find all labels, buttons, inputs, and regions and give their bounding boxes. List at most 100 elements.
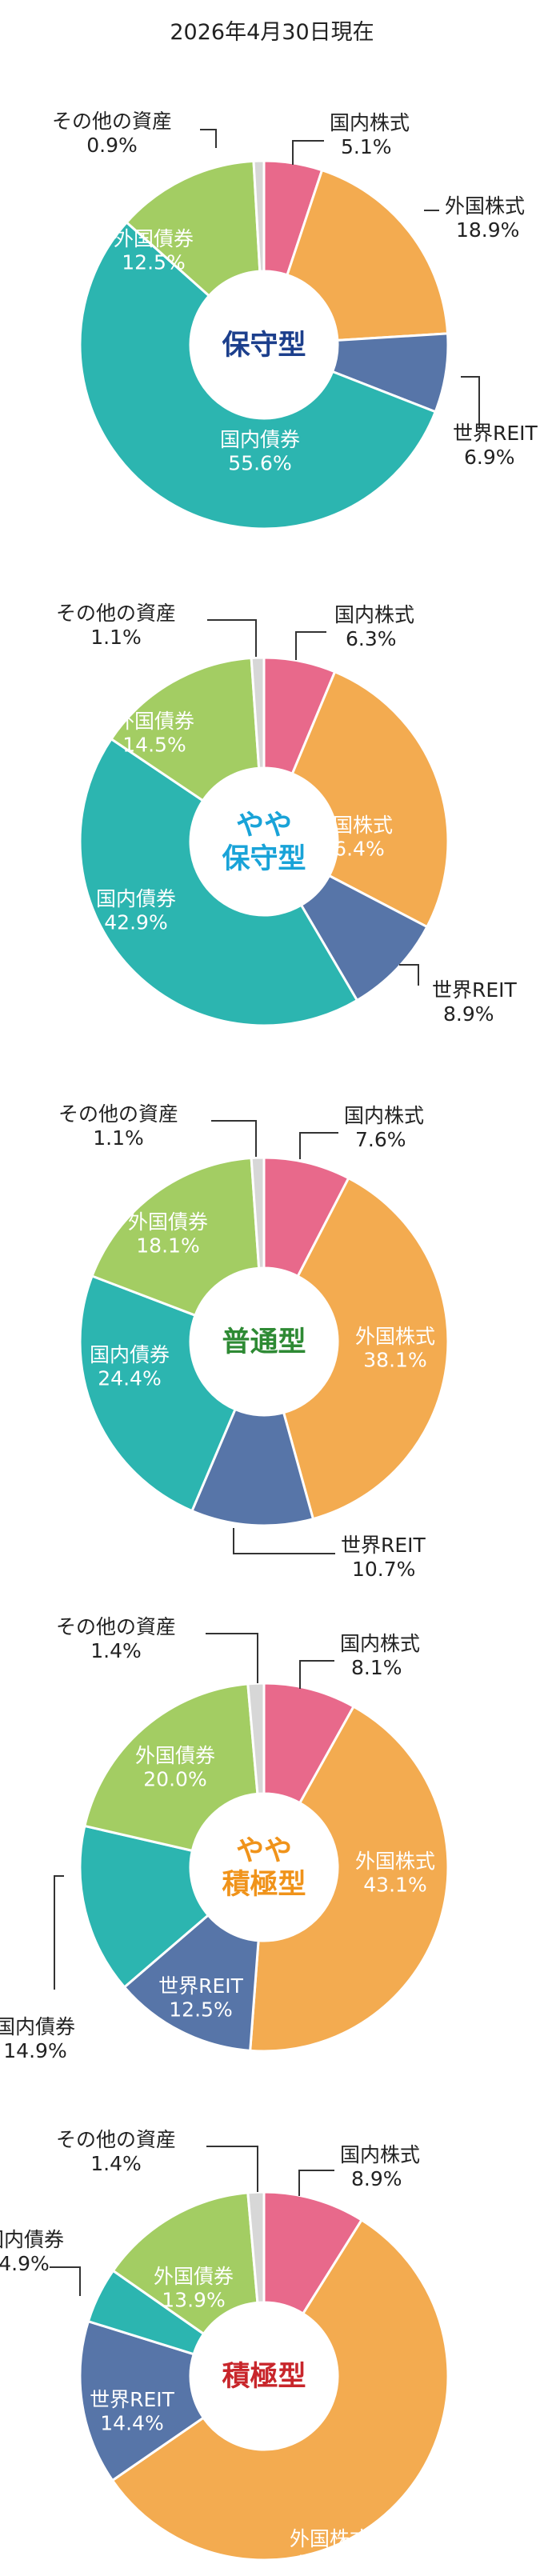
slice-foreign-stock	[111, 2218, 450, 2562]
label-foreign-stock-name: 外国株式	[355, 1850, 435, 1873]
leader-line-global-reit	[399, 964, 419, 986]
label-domestic-stock-value: 8.1%	[351, 1656, 402, 1679]
leader-line-other-assets	[206, 2146, 258, 2192]
label-domestic-stock: 国内株式 7.6%	[344, 1104, 424, 1151]
label-foreign-stock: 外国株式 18.9%	[445, 194, 525, 242]
slice-global-reit	[123, 1914, 260, 2052]
label-global-reit: 世界REIT 6.9%	[453, 422, 538, 469]
label-foreign-bond-value: 12.5%	[122, 251, 185, 274]
label-foreign-stock-value: 56.5%	[298, 2551, 361, 2574]
label-domestic-bond-value: 4.9%	[0, 2252, 50, 2275]
slice-foreign-bond	[90, 1157, 261, 1317]
slice-other-assets	[250, 656, 266, 770]
label-other-assets-name: その他の資産	[56, 2128, 176, 2151]
center-label-line: 保守型	[222, 330, 306, 362]
label-domestic-bond: 国内債券 14.9%	[0, 2015, 75, 2062]
slice-foreign-bond	[83, 1682, 259, 1852]
label-domestic-bond: 国内債券 42.9%	[96, 887, 176, 934]
label-domestic-stock: 国内株式 5.1%	[330, 111, 410, 158]
label-global-reit: 世界REIT 8.9%	[432, 978, 518, 1026]
slice-domestic-bond	[78, 1274, 237, 1513]
label-other-assets: その他の資産 1.1%	[58, 1102, 178, 1150]
label-foreign-bond-name: 外国債券	[114, 710, 194, 733]
slice-foreign-bond	[111, 2191, 259, 2335]
label-foreign-bond: 外国債券 13.9%	[154, 2265, 234, 2312]
slice-foreign-bond	[125, 159, 262, 298]
label-foreign-bond-value: 13.9%	[162, 2289, 225, 2312]
label-foreign-stock: 外国株式 38.1%	[355, 1325, 435, 1372]
label-domestic-bond-name: 国内債券	[0, 2228, 64, 2251]
label-domestic-stock: 国内株式 8.9%	[340, 2143, 420, 2190]
label-foreign-stock: 外国株式 56.5%	[290, 2527, 370, 2574]
center-label: やや積極型	[222, 1835, 306, 1901]
label-foreign-bond: 外国債券 18.1%	[128, 1210, 208, 1258]
leader-line-domestic-bond	[54, 1875, 64, 1990]
center-label: やや保守型	[222, 810, 306, 875]
label-foreign-stock-name: 外国株式	[445, 194, 525, 218]
label-foreign-bond: 外国債券 14.5%	[114, 710, 194, 757]
label-other-assets: その他の資産 1.4%	[56, 1615, 176, 1662]
label-global-reit-name: 世界REIT	[90, 2388, 175, 2411]
center-label: 積極型	[222, 2361, 306, 2393]
leader-line-domestic-stock	[299, 1660, 334, 1689]
slice-other-assets	[246, 1682, 266, 1795]
label-domestic-stock-name: 国内株式	[340, 2143, 420, 2166]
label-foreign-stock-value: 38.1%	[363, 1349, 426, 1372]
donut-chart-2: 国内株式 6.3% 世界REIT 8.9% その他の資産 1.1% やや保守型	[56, 602, 518, 1027]
leader-line-other-assets	[206, 1633, 258, 1683]
label-other-assets-name: その他の資産	[56, 602, 176, 625]
label-domestic-bond: 国内債券 24.4%	[90, 1343, 170, 1390]
label-global-reit-value: 12.5%	[169, 1998, 232, 2022]
label-other-assets-name: その他の資産	[52, 110, 172, 133]
leader-line-other-assets	[211, 1120, 257, 1157]
label-domestic-bond-value: 14.9%	[3, 2039, 66, 2062]
slice-foreign-stock	[249, 1705, 450, 2053]
label-other-assets-value: 1.1%	[90, 626, 142, 649]
label-foreign-bond-value: 20.0%	[143, 1768, 206, 1791]
label-global-reit: 世界REIT 10.7%	[341, 1534, 426, 1581]
leader-line-domestic-stock	[298, 2170, 334, 2196]
label-domestic-stock-value: 6.3%	[346, 627, 397, 650]
label-global-reit: 世界REIT 12.5%	[158, 1974, 244, 2022]
center-label-line: 普通型	[222, 1326, 306, 1358]
label-domestic-stock-name: 国内株式	[344, 1104, 424, 1127]
label-global-reit-value: 6.9%	[464, 446, 515, 469]
label-domestic-stock-value: 7.6%	[355, 1128, 406, 1151]
center-label-line: やや	[236, 1835, 292, 1867]
label-foreign-stock-value: 43.1%	[363, 1874, 426, 1897]
label-global-reit-name: 世界REIT	[453, 422, 538, 445]
label-foreign-bond-value: 14.5%	[122, 734, 186, 757]
leader-line-domestic-stock	[299, 1132, 338, 1159]
center-label: 保守型	[222, 330, 306, 362]
slice-global-reit	[78, 2320, 205, 2482]
label-domestic-stock-name: 国内株式	[330, 111, 410, 134]
label-domestic-stock-value: 5.1%	[341, 135, 392, 158]
label-foreign-bond-name: 外国債券	[154, 2265, 234, 2288]
slice-other-assets	[252, 159, 266, 273]
label-foreign-stock: 外国株式 26.4%	[313, 814, 393, 861]
slice-foreign-bond	[110, 657, 261, 802]
label-global-reit-value: 10.7%	[352, 1558, 415, 1581]
leader-line-global-reit	[461, 376, 480, 429]
label-foreign-stock-value: 18.9%	[456, 218, 519, 242]
center-label-line: 保守型	[222, 843, 306, 875]
label-domestic-bond-value: 24.4%	[98, 1367, 161, 1390]
slice-global-reit	[190, 1408, 314, 1527]
slice-foreign-stock	[282, 1177, 450, 1521]
label-domestic-bond: 国内債券 55.6%	[220, 428, 300, 475]
label-domestic-bond-value: 42.9%	[104, 911, 167, 934]
donut-chart-3: 国内株式 7.6% 世界REIT 10.7% その他の資産 1.1% 普通型	[58, 1102, 450, 1581]
label-domestic-stock-name: 国内株式	[340, 1632, 420, 1655]
label-other-assets: その他の資産 0.9%	[52, 110, 172, 157]
label-domestic-stock: 国内株式 8.1%	[340, 1632, 420, 1679]
leader-line-domestic-stock	[292, 140, 324, 165]
label-domestic-bond-name: 国内債券	[0, 2015, 75, 2038]
label-foreign-bond-value: 18.1%	[136, 1234, 199, 1258]
label-other-assets: その他の資産 1.1%	[56, 602, 176, 649]
slice-other-assets	[250, 1156, 266, 1270]
label-global-reit-name: 世界REIT	[341, 1534, 426, 1557]
label-foreign-stock-name: 外国株式	[290, 2527, 370, 2550]
leader-line-domestic-stock	[295, 631, 326, 660]
